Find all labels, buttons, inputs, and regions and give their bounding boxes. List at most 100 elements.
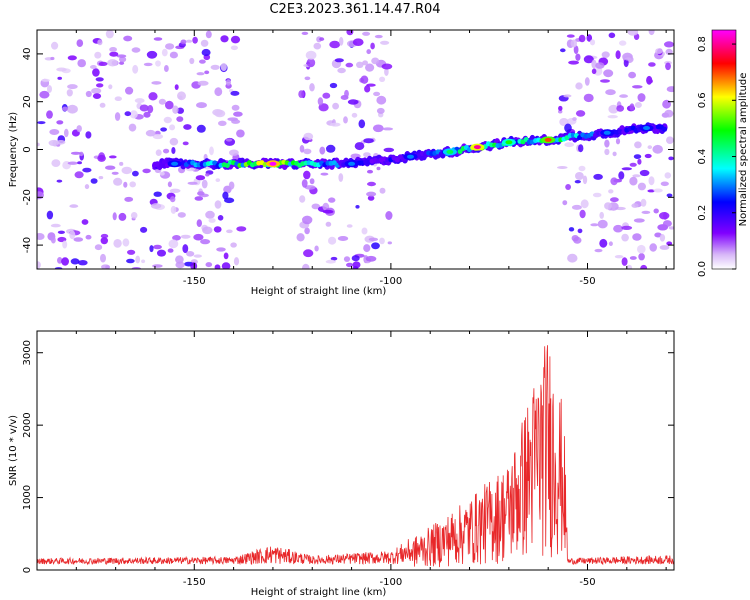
clutter-blob [668,226,674,230]
clutter-blob [366,83,376,87]
clutter-blob [628,71,636,79]
clutter-blob [169,124,176,131]
clutter-blob [121,166,133,175]
clutter-blob [379,76,386,83]
clutter-blob [367,195,375,201]
clutter-blob [70,151,81,155]
clutter-blob [325,259,336,264]
clutter-blob [591,68,597,75]
clutter-blob [665,62,671,71]
clutter-blob [655,48,663,54]
ridge-core-8 [603,130,611,135]
clutter-blob [351,112,358,118]
clutter-blob [57,230,65,234]
clutter-blob [233,257,240,266]
clutter-blob [633,154,642,160]
clutter-blob [100,233,109,239]
clutter-blob [167,181,172,188]
clutter-blob [311,203,321,210]
snr-ytick-label: 1000 [22,485,33,510]
clutter-band-1 [296,30,395,269]
clutter-blob [604,148,610,156]
clutter-blob [564,142,575,148]
clutter-blob [216,247,226,252]
clutter-blob [296,233,305,242]
clutter-blob [634,102,642,108]
clutter-blob [387,241,392,245]
clutter-blob [230,90,240,96]
clutter-blob [151,81,162,85]
clutter-blob [153,244,162,250]
clutter-blob [220,62,227,72]
clutter-blob [313,42,322,50]
clutter-blob [113,177,123,186]
clutter-blob [177,212,186,218]
clutter-blob [99,102,106,108]
clutter-blob [157,249,166,257]
colorbar-tick-label: 0.6 [697,92,708,108]
clutter-blob [562,200,568,206]
clutter-blob [77,161,82,165]
clutter-blob [217,215,224,221]
clutter-blob [372,124,384,133]
clutter-blob [364,85,371,93]
clutter-blob [152,133,164,140]
clutter-blob [125,86,134,95]
clutter-blob [140,226,148,233]
clutter-blob [146,50,158,59]
clutter-blob [66,104,78,114]
clutter-blob [82,167,92,173]
clutter-blob [95,77,104,82]
clutter-blob [135,255,141,264]
clutter-blob [49,129,60,135]
clutter-blob [186,39,193,43]
clutter-blob [610,177,618,186]
clutter-blob [127,249,136,255]
clutter-blob [347,99,359,105]
clutter-blob [170,196,176,203]
clutter-blob [56,179,63,183]
clutter-blob [625,264,633,269]
clutter-blob [155,149,162,156]
clutter-blob [85,131,92,139]
ridge-cell [161,159,167,165]
clutter-blob [363,152,371,158]
clutter-blob [192,36,198,44]
clutter-blob [652,144,663,154]
clutter-blob [57,76,62,80]
clutter-blob [365,63,375,72]
clutter-blob [664,41,674,48]
spectrogram-xtick-label: -100 [380,276,403,287]
clutter-blob [200,39,209,47]
clutter-blob [105,165,116,170]
clutter-blob [593,173,603,180]
colorbar-tick-label: 0.0 [697,261,708,277]
clutter-blob [360,75,369,84]
ridge-core-6 [505,140,513,145]
clutter-blob [112,212,117,221]
clutter-blob [197,191,205,196]
clutter-blob [225,79,231,86]
clutter-blob [180,234,191,239]
clutter-blob [604,202,612,210]
clutter-blob [560,48,566,53]
clutter-blob [113,239,122,248]
spectrogram-xtick-label: -50 [579,276,595,287]
clutter-blob [374,34,383,39]
clutter-blob [619,40,627,46]
clutter-blob [306,58,316,68]
clutter-blob [84,184,90,190]
clutter-blob [303,170,311,180]
clutter-blob [213,226,222,233]
clutter-blob [309,178,315,185]
clutter-blob [302,215,313,225]
clutter-blob [39,90,50,99]
clutter-blob [129,110,138,119]
clutter-blob [225,138,233,142]
colorbar-label: Normalized spectral amplitude [738,73,749,227]
clutter-blob [566,34,575,38]
clutter-blob [557,166,568,169]
ridge-core-7 [544,137,552,142]
clutter-blob [666,86,674,93]
clutter-blob [575,172,584,180]
